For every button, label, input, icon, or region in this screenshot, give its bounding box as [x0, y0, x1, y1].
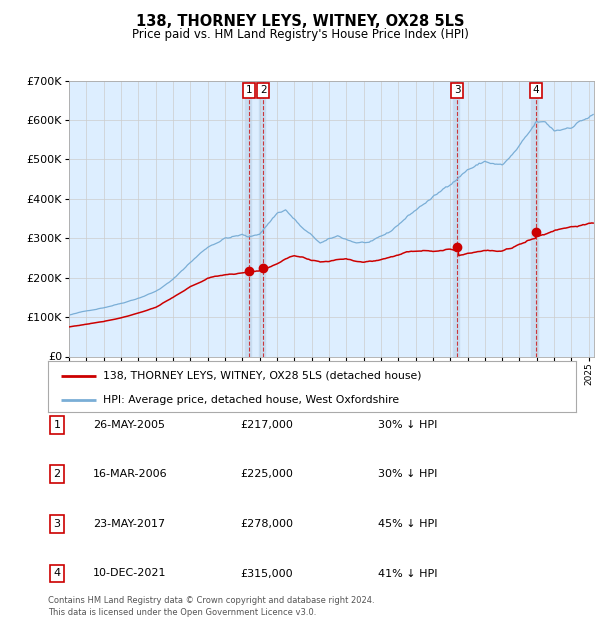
- Bar: [259, 81, 265, 356]
- Text: Contains HM Land Registry data © Crown copyright and database right 2024.: Contains HM Land Registry data © Crown c…: [48, 596, 374, 606]
- Text: Price paid vs. HM Land Registry's House Price Index (HPI): Price paid vs. HM Land Registry's House …: [131, 28, 469, 41]
- Text: 2: 2: [53, 469, 61, 479]
- Bar: [532, 81, 538, 356]
- Text: 2: 2: [260, 86, 266, 95]
- Text: £278,000: £278,000: [240, 519, 293, 529]
- Text: £315,000: £315,000: [240, 569, 293, 578]
- Text: £225,000: £225,000: [240, 469, 293, 479]
- Text: 4: 4: [53, 569, 61, 578]
- Text: 3: 3: [454, 86, 460, 95]
- Text: 41% ↓ HPI: 41% ↓ HPI: [378, 569, 437, 578]
- Text: 3: 3: [53, 519, 61, 529]
- Text: 4: 4: [532, 86, 539, 95]
- Text: 1: 1: [53, 420, 61, 430]
- Text: 138, THORNEY LEYS, WITNEY, OX28 5LS (detached house): 138, THORNEY LEYS, WITNEY, OX28 5LS (det…: [103, 371, 422, 381]
- Text: 45% ↓ HPI: 45% ↓ HPI: [378, 519, 437, 529]
- Text: £217,000: £217,000: [240, 420, 293, 430]
- Text: 30% ↓ HPI: 30% ↓ HPI: [378, 420, 437, 430]
- Bar: [245, 81, 251, 356]
- Text: 10-DEC-2021: 10-DEC-2021: [93, 569, 167, 578]
- Text: This data is licensed under the Open Government Licence v3.0.: This data is licensed under the Open Gov…: [48, 608, 316, 617]
- Text: HPI: Average price, detached house, West Oxfordshire: HPI: Average price, detached house, West…: [103, 394, 400, 405]
- Text: 26-MAY-2005: 26-MAY-2005: [93, 420, 165, 430]
- Text: 16-MAR-2006: 16-MAR-2006: [93, 469, 167, 479]
- Text: 30% ↓ HPI: 30% ↓ HPI: [378, 469, 437, 479]
- Bar: [453, 81, 459, 356]
- Text: 1: 1: [246, 86, 253, 95]
- Text: 138, THORNEY LEYS, WITNEY, OX28 5LS: 138, THORNEY LEYS, WITNEY, OX28 5LS: [136, 14, 464, 29]
- Text: 23-MAY-2017: 23-MAY-2017: [93, 519, 165, 529]
